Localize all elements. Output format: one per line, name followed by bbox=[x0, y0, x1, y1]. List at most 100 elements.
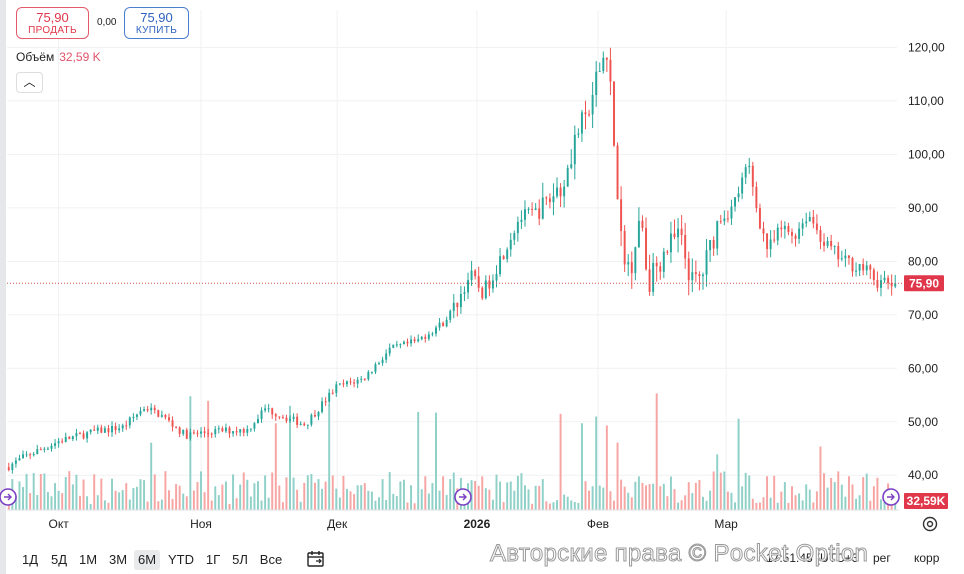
volume-bar bbox=[609, 491, 612, 510]
volume-bar bbox=[723, 471, 726, 510]
candle-body bbox=[321, 401, 324, 412]
timeframe-5y[interactable]: 5Л bbox=[232, 552, 248, 567]
candle-body bbox=[534, 208, 537, 210]
volume-bar bbox=[662, 483, 665, 510]
candle-body bbox=[32, 454, 35, 456]
candle-body bbox=[267, 408, 270, 410]
candle-body bbox=[392, 344, 395, 348]
volume-bar bbox=[524, 485, 526, 510]
volume-bar bbox=[264, 475, 267, 510]
volume-bar bbox=[392, 493, 395, 510]
volume-bar bbox=[221, 484, 224, 510]
volume-bar bbox=[815, 491, 818, 510]
candle-body bbox=[114, 426, 117, 431]
candle-body bbox=[495, 274, 498, 281]
sell-button[interactable]: 75,90 ПРОДАТЬ bbox=[16, 7, 89, 39]
timeframe-1y[interactable]: 1Г bbox=[205, 552, 221, 567]
candle-body bbox=[484, 280, 487, 299]
clock: 17:51:45 (UTC+3 bbox=[766, 551, 859, 565]
volume-bar bbox=[321, 488, 324, 510]
candle-body bbox=[815, 223, 818, 231]
candle-body bbox=[413, 339, 416, 342]
candle-body bbox=[75, 433, 78, 437]
gear-icon[interactable] bbox=[921, 515, 939, 533]
volume-bar bbox=[246, 479, 249, 510]
volume-bar bbox=[217, 495, 220, 510]
volume-bar bbox=[331, 475, 334, 510]
volume-bar bbox=[260, 500, 263, 510]
candle-body bbox=[46, 448, 49, 450]
candle-body bbox=[673, 233, 676, 238]
volume-bar bbox=[153, 474, 156, 510]
volume-bar bbox=[812, 502, 815, 510]
candle-body bbox=[135, 414, 138, 417]
candle-body bbox=[103, 428, 106, 433]
volume-bar bbox=[32, 473, 35, 510]
candle-body bbox=[880, 280, 882, 288]
volume-bar bbox=[196, 482, 199, 510]
volume-bar bbox=[160, 499, 163, 510]
candle-body bbox=[207, 432, 210, 434]
candle-body bbox=[527, 208, 530, 210]
percent-toggle[interactable]: рег bbox=[873, 551, 891, 565]
timeframe-3m[interactable]: 3М bbox=[108, 552, 128, 567]
collapse-legend-button[interactable]: ︿ bbox=[16, 72, 43, 93]
y-tick-label: 80,00 bbox=[908, 254, 938, 268]
candle-body bbox=[438, 322, 441, 328]
buy-button[interactable]: 75,90 КУПИТЬ bbox=[124, 7, 189, 39]
candle-body bbox=[11, 463, 14, 470]
candle-body bbox=[420, 336, 423, 340]
volume-bar bbox=[22, 487, 24, 510]
candle-body bbox=[410, 339, 413, 344]
volume-bar bbox=[378, 497, 380, 510]
candle-body bbox=[559, 187, 562, 197]
volume-bar bbox=[338, 497, 341, 510]
x-tick-label: 2026 bbox=[464, 517, 491, 531]
candle-body bbox=[637, 220, 640, 248]
volume-bar bbox=[484, 488, 487, 510]
candle-body bbox=[335, 384, 338, 393]
timeframe-6m[interactable]: 6М bbox=[134, 550, 160, 570]
candle-body bbox=[709, 240, 712, 251]
candle-body bbox=[431, 333, 434, 335]
volume-bar bbox=[210, 500, 213, 510]
candle-body bbox=[641, 220, 644, 229]
candle-body bbox=[520, 219, 523, 222]
candle-body bbox=[442, 322, 445, 327]
timeframe-5d[interactable]: 5Д bbox=[50, 552, 68, 567]
volume-bar bbox=[584, 481, 587, 510]
candle-body bbox=[794, 235, 797, 239]
candle-body bbox=[385, 353, 388, 360]
candle-body bbox=[826, 241, 829, 246]
candle-body bbox=[463, 292, 466, 294]
candle-body bbox=[766, 233, 769, 250]
x-tick-label: Фев bbox=[587, 517, 609, 531]
timeframe-all[interactable]: Все bbox=[259, 552, 283, 567]
candle-body bbox=[224, 427, 227, 432]
volume-bar bbox=[292, 477, 295, 510]
volume-bar bbox=[844, 496, 847, 510]
volume-bar bbox=[203, 492, 206, 510]
volume-bar bbox=[620, 479, 623, 510]
x-tick-label: Дек bbox=[327, 517, 348, 531]
candle-body bbox=[128, 417, 131, 426]
calendar-icon[interactable] bbox=[306, 549, 326, 569]
correction-toggle[interactable]: корр bbox=[914, 551, 940, 565]
volume-legend: Объём 32,59 K bbox=[16, 50, 101, 64]
volume-bar bbox=[46, 491, 49, 510]
timeframe-1d[interactable]: 1Д bbox=[21, 552, 39, 567]
candle-body bbox=[862, 264, 865, 271]
timeframe-ytd[interactable]: YTD bbox=[168, 552, 194, 567]
candle-body bbox=[812, 216, 815, 224]
volume-bar bbox=[481, 476, 484, 510]
volume-bar bbox=[509, 481, 512, 510]
timeframe-1m[interactable]: 1М bbox=[78, 552, 98, 567]
volume-bar bbox=[435, 412, 437, 510]
volume-bar bbox=[182, 493, 185, 510]
volume-bar bbox=[783, 482, 786, 510]
volume-bar bbox=[417, 411, 420, 510]
volume-bar bbox=[865, 473, 868, 510]
volume-bar bbox=[274, 423, 277, 510]
candle-body bbox=[157, 410, 160, 417]
